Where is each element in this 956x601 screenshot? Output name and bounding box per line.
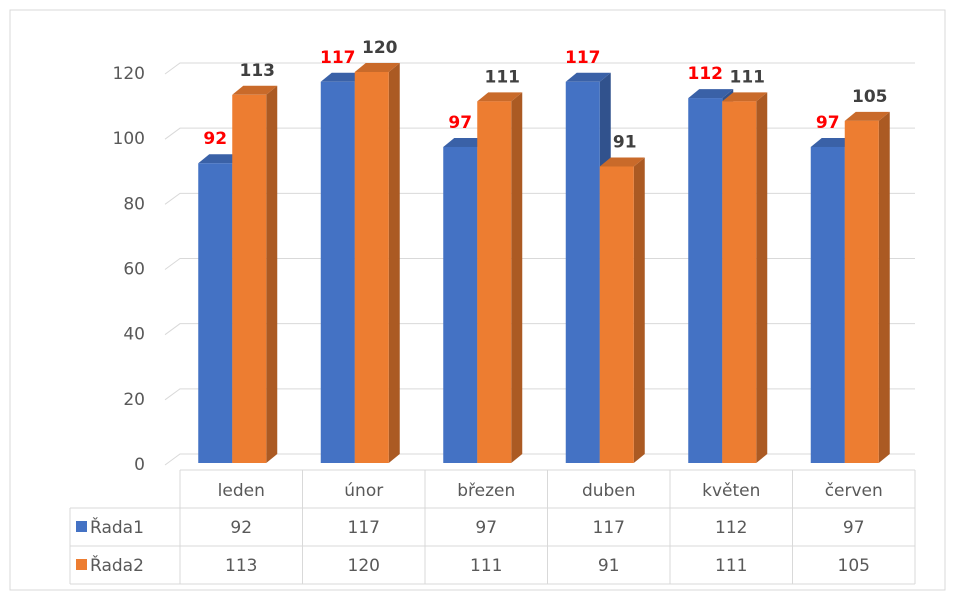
table-cell: 112 [715, 518, 747, 538]
table-cell: 105 [838, 556, 870, 576]
data-label: 120 [362, 38, 398, 58]
x-tick-label: únor [344, 481, 383, 501]
bar [443, 146, 478, 464]
grid-line [164, 62, 915, 75]
bar-side [756, 92, 768, 463]
data-label: 117 [320, 48, 356, 68]
data-label: 113 [240, 61, 276, 81]
bar-top [477, 92, 523, 102]
x-tick-label: květen [702, 481, 760, 501]
data-label: 111 [485, 67, 521, 87]
table-cell: 120 [348, 556, 380, 576]
grid-line [164, 323, 915, 336]
y-tick-label: 100 [113, 129, 145, 149]
data-label: 105 [852, 87, 888, 107]
table-cell: 111 [470, 556, 502, 576]
data-label: 112 [688, 64, 724, 84]
bar-top [198, 154, 244, 164]
bar [198, 163, 233, 463]
bar [688, 98, 723, 464]
grid-line [164, 453, 915, 466]
bar-top [844, 111, 890, 121]
bar-top [722, 92, 768, 102]
bar-side [511, 92, 523, 463]
y-tick-label: 120 [113, 64, 145, 84]
bar [354, 72, 389, 463]
grid-line [164, 388, 915, 401]
legend-key [76, 559, 87, 570]
table-cell: 117 [348, 518, 380, 538]
table-cell: 91 [598, 556, 620, 576]
data-label: 91 [613, 132, 637, 152]
bar [810, 146, 845, 464]
y-tick-label: 40 [123, 325, 145, 345]
bar-top [320, 72, 366, 82]
bar-top [443, 137, 489, 147]
bar [844, 120, 879, 463]
grid-line [164, 127, 915, 140]
bar [232, 94, 267, 463]
bar [477, 101, 512, 463]
table-cell: 111 [715, 556, 747, 576]
grid-line [164, 258, 915, 270]
bar-top [565, 72, 611, 82]
legend-label: Řada1 [90, 516, 144, 538]
table-cell: 97 [475, 518, 497, 538]
table-cell: 92 [230, 518, 252, 538]
x-tick-label: červen [825, 481, 883, 501]
table-cell: 97 [843, 518, 865, 538]
bar-top [354, 63, 400, 72]
data-label: 111 [730, 67, 766, 87]
table-cell: 113 [225, 556, 257, 576]
x-tick-label: duben [582, 481, 636, 501]
data-label: 97 [448, 113, 472, 133]
data-label: 92 [203, 129, 227, 149]
data-label: 117 [565, 48, 601, 68]
y-tick-label: 80 [123, 194, 145, 214]
legend-label: Řada2 [90, 554, 144, 576]
table-cell: 117 [593, 518, 625, 538]
x-tick-label: leden [218, 481, 265, 501]
y-tick-label: 60 [123, 260, 145, 280]
bar-side [388, 63, 400, 463]
x-tick-label: březen [457, 481, 515, 501]
bar [320, 81, 355, 464]
bar-side [266, 85, 278, 463]
data-label: 97 [816, 113, 840, 133]
legend-key [76, 521, 87, 532]
bar [599, 166, 634, 463]
bar-top [688, 89, 734, 99]
grid-line [164, 192, 915, 205]
y-tick-label: 0 [134, 455, 145, 475]
bar-side [633, 157, 645, 463]
bar [722, 101, 757, 463]
bar-top [599, 157, 645, 167]
bar-top [232, 85, 278, 95]
bar [565, 81, 600, 464]
bar-top [810, 137, 856, 147]
bar-side [878, 111, 890, 463]
y-tick-label: 20 [123, 390, 145, 410]
